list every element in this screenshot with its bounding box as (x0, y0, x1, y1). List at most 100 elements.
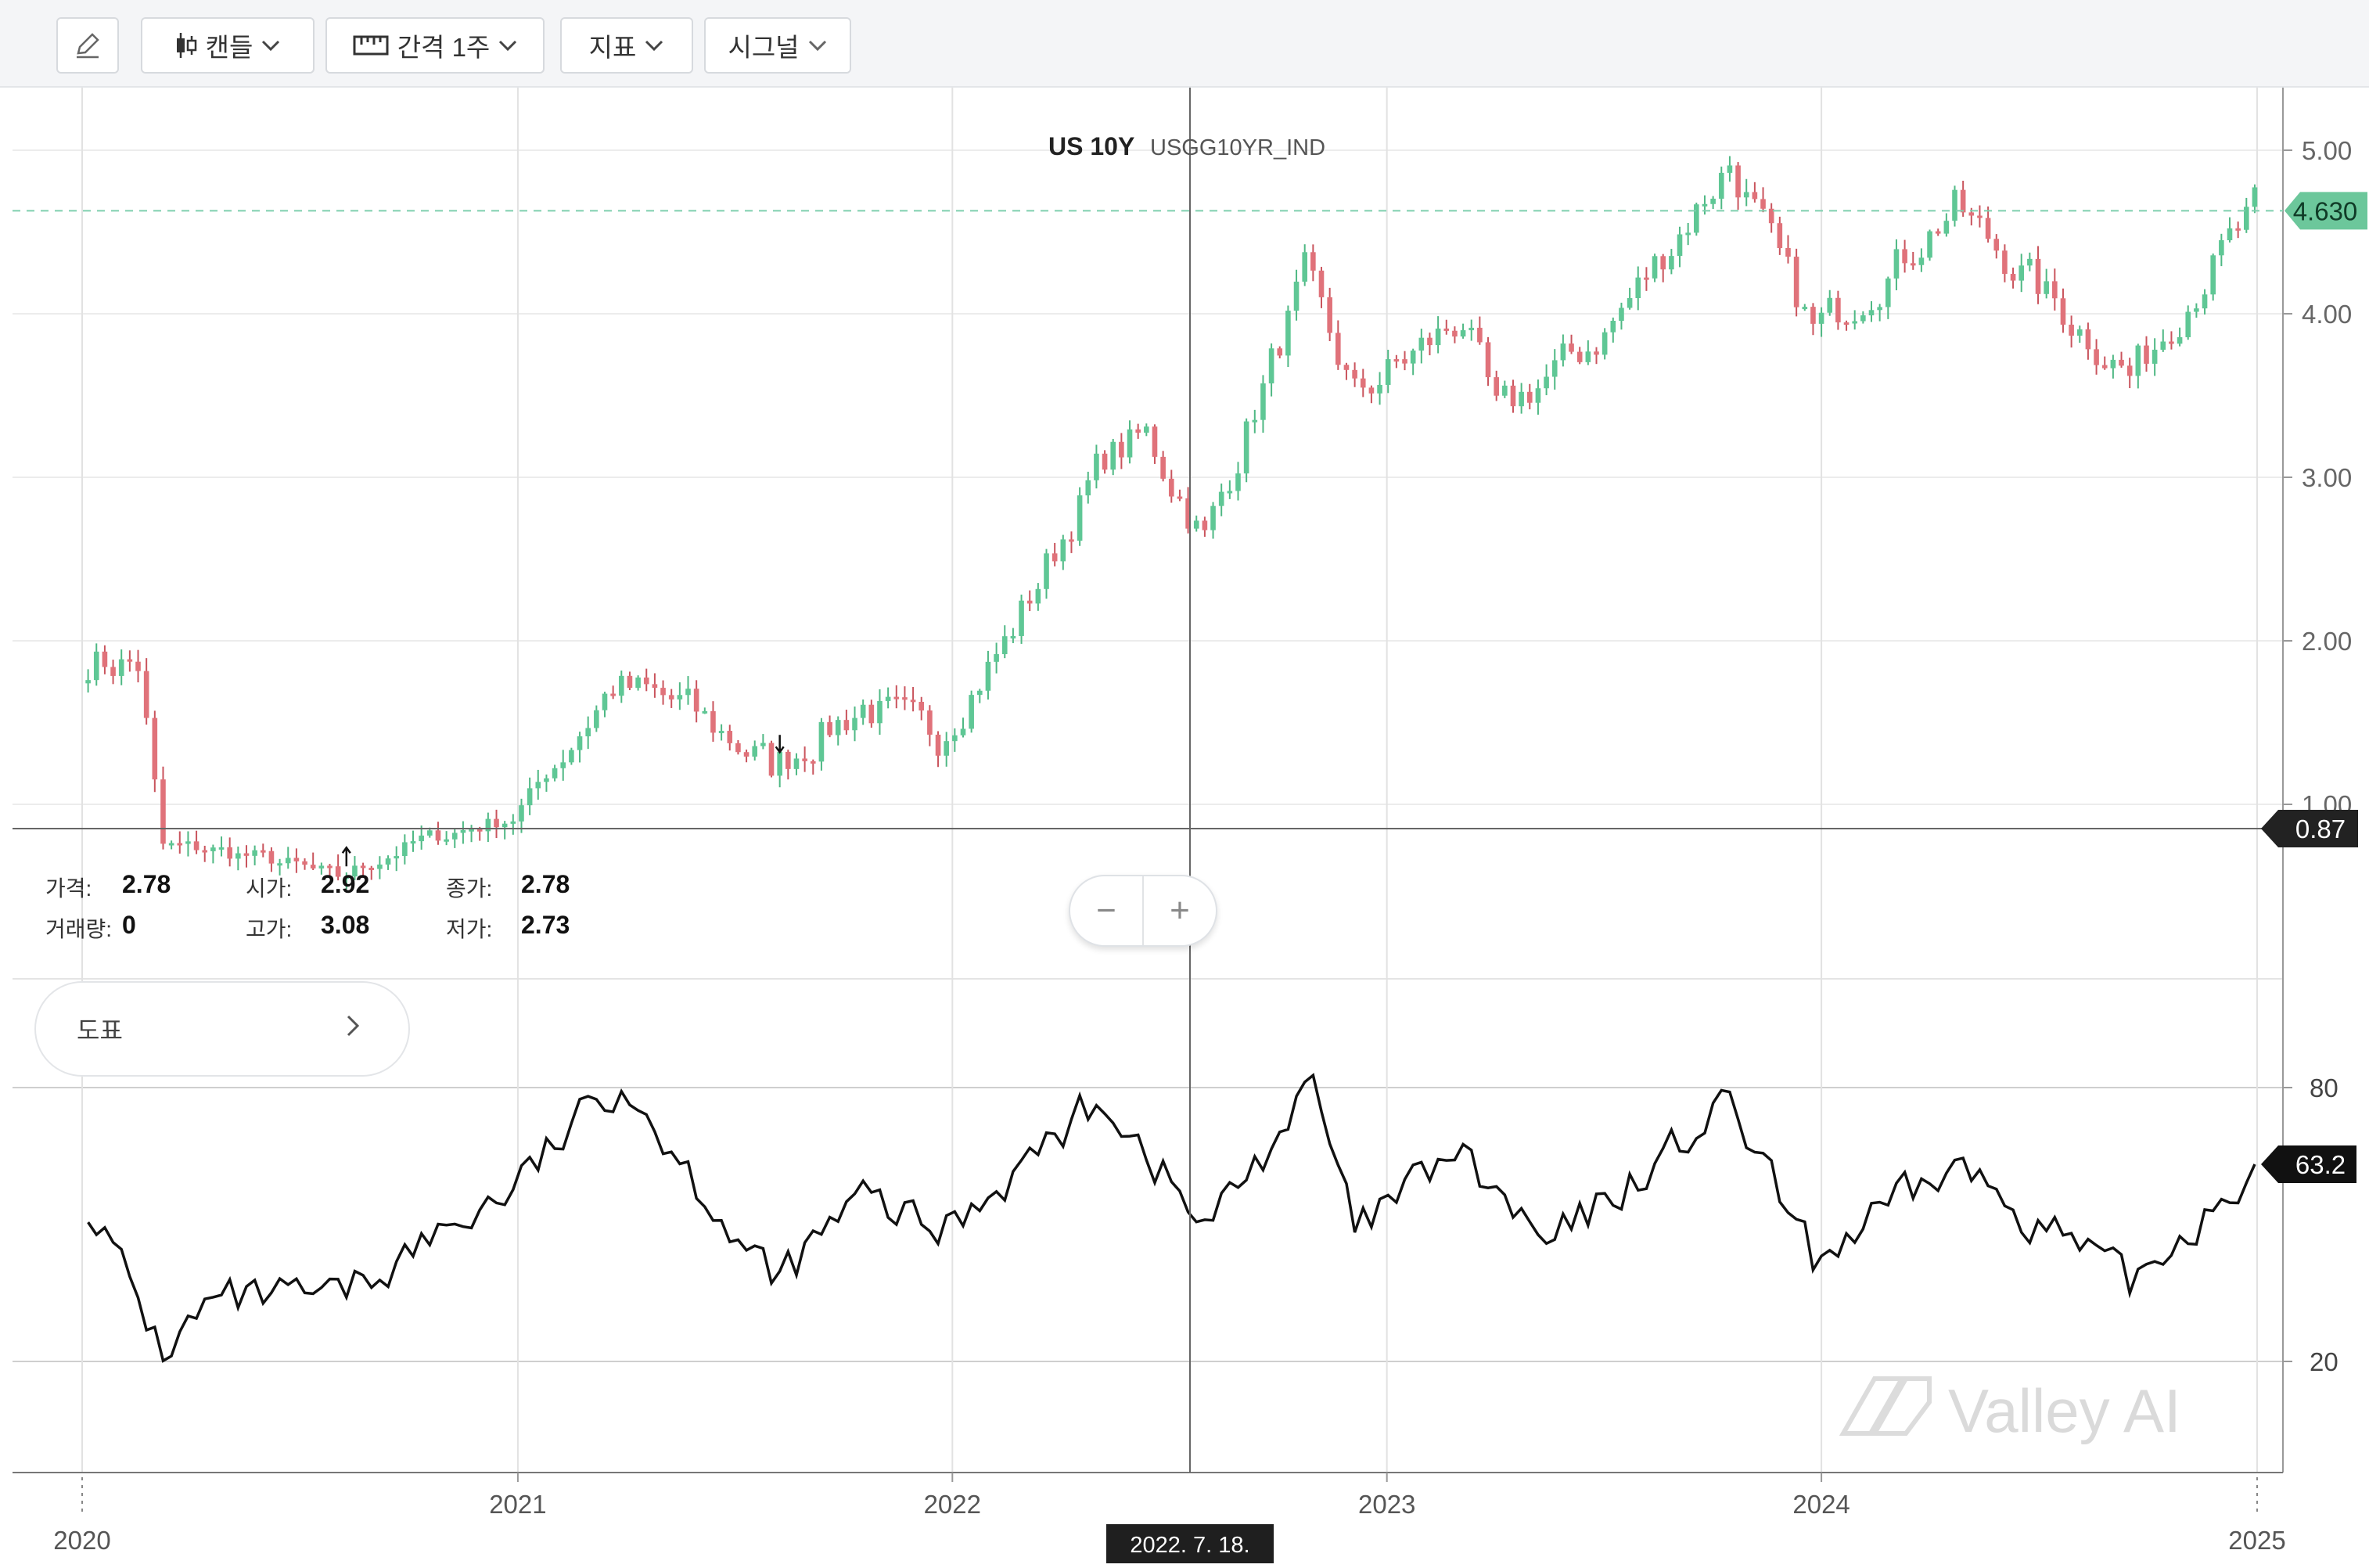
candle (1318, 270, 1325, 297)
candle (451, 833, 458, 840)
candle (2177, 336, 2183, 344)
high-value: 3.08 (321, 911, 370, 939)
candle (1544, 376, 1549, 389)
candle (1410, 351, 1416, 364)
candle (1210, 505, 1216, 530)
candle (718, 731, 724, 734)
candle (402, 842, 408, 857)
zoom-in-button[interactable]: + (1170, 891, 1190, 930)
candle (893, 696, 900, 699)
candle (602, 693, 608, 710)
candle (2119, 359, 2124, 366)
candle (1810, 307, 1816, 324)
candle (85, 680, 91, 684)
candle (2227, 228, 2233, 241)
candle (1152, 426, 1158, 457)
volume-value: 0 (122, 911, 136, 939)
candle (2002, 250, 2008, 275)
candle (2101, 365, 2108, 369)
candle (1277, 348, 1283, 356)
valley-logo-icon (1839, 1376, 1932, 1436)
candle (1010, 635, 1016, 638)
candle (1127, 429, 1133, 458)
candle (318, 865, 325, 869)
candle (777, 751, 782, 776)
table-button[interactable]: 도표 (34, 981, 410, 1077)
candle (2210, 255, 2216, 295)
candle (1268, 348, 1274, 384)
candle (343, 876, 350, 879)
candle (969, 695, 974, 729)
candle (260, 850, 266, 853)
candle (302, 861, 307, 865)
candle (2035, 258, 2041, 294)
volume-label: 거래량: (45, 917, 113, 941)
candle (1077, 495, 1083, 541)
rsi-value-badge (2261, 1145, 2356, 1184)
candle (1551, 360, 1558, 377)
watermark: Valley AI (1839, 1376, 2181, 1445)
candle (1360, 378, 1366, 388)
candle (335, 866, 341, 877)
candle (1368, 387, 1375, 394)
candle (1952, 189, 1957, 221)
low-label: 저가: (446, 917, 493, 941)
zoom-out-button[interactable]: − (1096, 891, 1116, 930)
close-value: 2.78 (521, 870, 570, 898)
candle (469, 829, 474, 832)
candle (693, 689, 699, 712)
candle (1185, 498, 1191, 529)
candle (569, 750, 574, 763)
pencil-icon (72, 30, 103, 61)
buy-signal-icon (341, 846, 351, 867)
rsi-tick-label: 20 (2310, 1347, 2338, 1376)
rsi-badge-value: 63.2 (2295, 1150, 2346, 1179)
candle (793, 758, 800, 769)
candle (227, 847, 232, 859)
candle (1918, 257, 1925, 265)
draw-tool-button[interactable] (56, 17, 119, 74)
signal-dropdown[interactable]: 시그널 (704, 17, 851, 74)
rsi-tick-label: 80 (2310, 1074, 2338, 1102)
candle (1910, 263, 1916, 266)
candle (902, 697, 908, 700)
candle (1135, 429, 1141, 433)
candle (760, 743, 766, 746)
candle (427, 830, 433, 836)
candle (419, 835, 424, 842)
interval-dropdown[interactable]: 간격 1주 (325, 17, 545, 74)
candle (1843, 322, 1850, 325)
candle (643, 677, 649, 685)
candle (1327, 297, 1332, 333)
candle (2160, 341, 2166, 350)
candle (1860, 315, 1866, 322)
candle (1677, 234, 1683, 257)
candle (277, 863, 282, 866)
candle (1694, 204, 1699, 233)
ruler-icon (352, 32, 390, 59)
chevron-right-icon (344, 1013, 361, 1045)
crosshair-price-value: 0.87 (2295, 815, 2346, 843)
signal-label: 시그널 (728, 33, 800, 62)
candle (677, 695, 683, 699)
candle (1877, 307, 1882, 311)
candle (635, 677, 641, 689)
candle (1035, 588, 1041, 604)
candle (1193, 520, 1199, 529)
indicator-dropdown[interactable]: 지표 (560, 17, 693, 74)
candle-type-label: 캔들 (205, 33, 253, 62)
candle-type-dropdown[interactable]: 캔들 (141, 17, 315, 74)
price-tick-label: 4.00 (2302, 300, 2352, 329)
candle (2219, 240, 2224, 256)
candle (444, 839, 449, 842)
candle (952, 735, 958, 742)
chart-toolbar: 캔들 간격 1주 지표 시그널 (0, 0, 2369, 88)
chevron-down-icon (644, 38, 664, 53)
candle (1977, 215, 1983, 218)
table-button-label: 도표 (77, 1016, 123, 1045)
candle (293, 858, 300, 861)
candle (2135, 345, 2141, 376)
candle (785, 751, 791, 769)
candle (519, 805, 524, 822)
